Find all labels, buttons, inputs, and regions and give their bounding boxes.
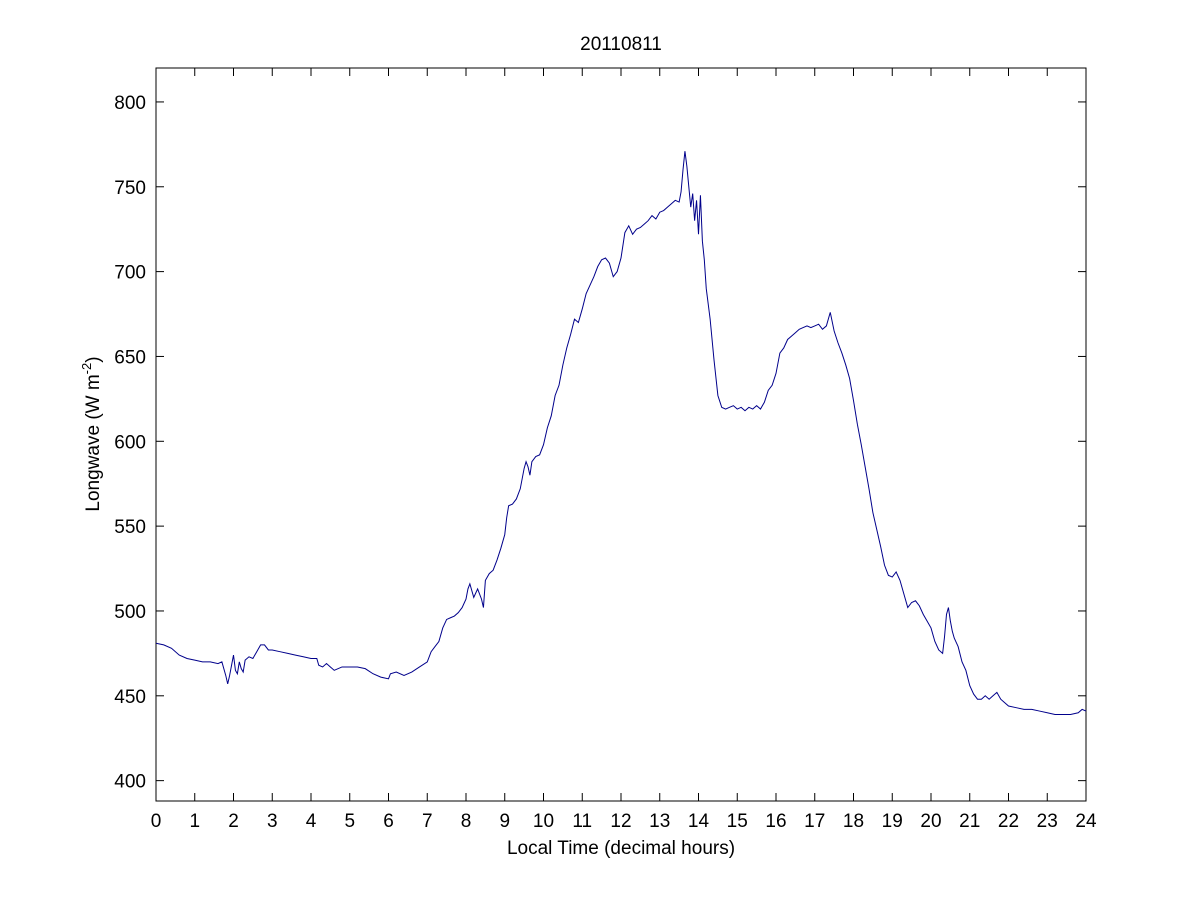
x-tick-label: 7 xyxy=(422,811,433,832)
axis-ticks xyxy=(155,68,1087,801)
axis-tick-labels: 0 1 2 3 4 5 6 7 8 9 10 11 12 13 14 15 16 17 18 19 20 21 22 23 24… xyxy=(114,93,1097,832)
x-tick-label: 12 xyxy=(610,811,631,832)
y-tick-label: 650 xyxy=(114,347,146,368)
y-tick-label: 600 xyxy=(114,432,146,453)
y-tick-label: 400 xyxy=(114,772,146,793)
x-tick-label: 18 xyxy=(843,811,864,832)
x-tick-label: 21 xyxy=(959,811,980,832)
x-tick-label: 2 xyxy=(228,811,239,832)
x-tick-label: 6 xyxy=(383,811,394,832)
y-tick-label: 750 xyxy=(114,178,146,199)
x-tick-label: 17 xyxy=(804,811,825,832)
x-tick-label: 1 xyxy=(189,811,200,832)
y-tick-label: 500 xyxy=(114,602,146,623)
plot-area xyxy=(155,67,1087,802)
x-tick-label: 9 xyxy=(499,811,510,832)
x-tick-label: 22 xyxy=(998,811,1019,832)
y-tick-label: 700 xyxy=(114,263,146,284)
x-tick-label: 14 xyxy=(688,811,710,832)
x-tick-label: 19 xyxy=(882,811,903,832)
x-tick-label: 11 xyxy=(572,811,592,832)
x-tick-label: 0 xyxy=(151,811,162,832)
x-tick-label: 10 xyxy=(533,811,554,832)
y-axis-title: Longwave (W m-2) xyxy=(79,356,104,511)
x-tick-label: 15 xyxy=(727,811,748,832)
y-axis-title-superscript: -2 xyxy=(79,363,94,375)
x-tick-label: 3 xyxy=(267,811,278,832)
y-tick-label: 800 xyxy=(114,93,146,114)
y-tick-label: 550 xyxy=(114,517,146,538)
x-axis-title: Local Time (decimal hours) xyxy=(507,838,735,859)
x-tick-label: 20 xyxy=(920,811,941,832)
y-axis-title-main: Longwave (W m xyxy=(83,374,104,511)
chart-title: 20110811 xyxy=(580,34,662,55)
x-tick-label: 4 xyxy=(306,811,317,832)
x-tick-label: 23 xyxy=(1037,811,1058,832)
x-tick-label: 8 xyxy=(461,811,472,832)
x-tick-label: 16 xyxy=(765,811,786,832)
x-tick-label: 5 xyxy=(344,811,355,832)
y-axis-title-close: ) xyxy=(83,356,104,362)
y-tick-label: 450 xyxy=(114,687,146,708)
longwave-series-line xyxy=(155,151,1087,715)
x-tick-label: 13 xyxy=(649,811,670,832)
x-tick-label: 24 xyxy=(1075,811,1097,832)
